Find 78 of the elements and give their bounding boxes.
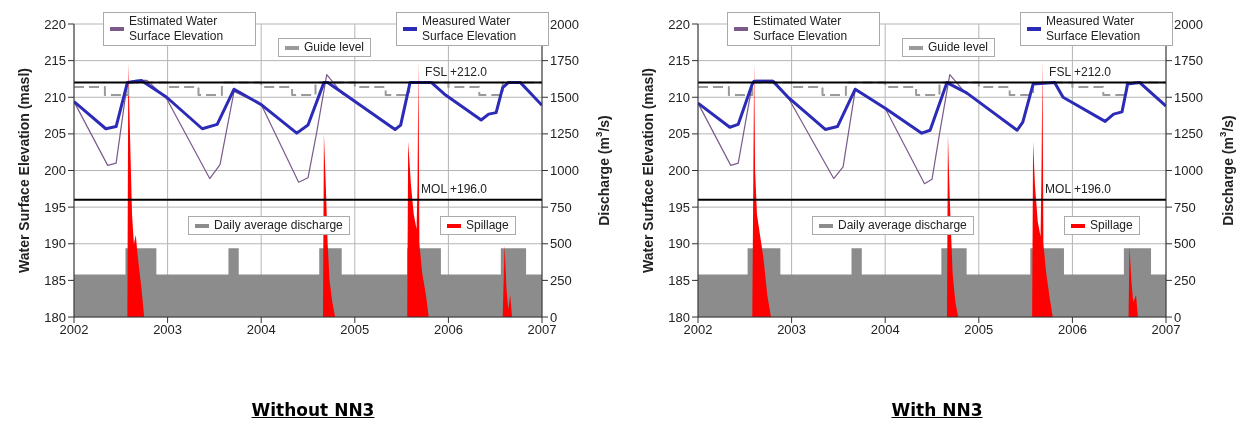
y2-tick-label: 1000 (1174, 163, 1203, 179)
y2-tick-label: 1250 (1174, 126, 1203, 142)
y2-tick-label: 1750 (550, 53, 579, 69)
x-tick-label: 2004 (246, 322, 276, 338)
line-series (74, 78, 542, 135)
ref-line-label: FSL +212.0 (425, 64, 488, 79)
line-series (698, 79, 1166, 135)
y-tick-label: 210 (668, 89, 690, 105)
y2-tick-label: 250 (550, 272, 572, 288)
callout-box: Daily average discharge (812, 216, 974, 235)
y-tick-label: 180 (668, 309, 690, 325)
callout-box: Spillage (440, 216, 516, 235)
x-tick-label: 2005 (340, 322, 370, 338)
y2-tick-label: 0 (1174, 309, 1182, 325)
x-tick-label: 2004 (870, 322, 900, 338)
y-tick-label: 185 (44, 272, 66, 288)
y-tick-label: 220 (668, 16, 690, 32)
y-tick-label: 215 (44, 53, 66, 69)
y-tick-label: 215 (668, 53, 690, 69)
legend-label: Guide level (304, 40, 365, 55)
y-tick-label: 210 (44, 89, 66, 105)
y2-tick-label: 0 (550, 309, 558, 325)
y-tick-label: 190 (668, 236, 690, 252)
y2-tick-label: 1750 (1174, 53, 1203, 69)
y-tick-label: 200 (668, 163, 690, 179)
y2-tick-label: 250 (1174, 272, 1196, 288)
text: Without NN3 (251, 400, 375, 420)
legend-label: Estimated Water Surface Elevation (753, 14, 849, 44)
y2-tick-label: 1500 (550, 89, 579, 105)
y-tick-label: 220 (44, 16, 66, 32)
y2-tick-label: 1250 (550, 126, 579, 142)
y2-tick-label: 2000 (1174, 16, 1203, 32)
callout-box: Guide level (278, 38, 372, 57)
y-tick-label: 185 (668, 272, 690, 288)
ref-line-label: FSL +212.0 (1049, 64, 1112, 79)
callout-box: Guide level (902, 38, 996, 57)
y-tick-label: 190 (44, 236, 66, 252)
y-tick-label: 195 (668, 199, 690, 215)
y2-tick-label: 500 (1174, 236, 1196, 252)
legend-label: Guide level (928, 40, 989, 55)
legend-label: Measured Water Surface Elevation (422, 14, 518, 44)
x-tick-label: 2003 (153, 322, 183, 338)
y-tick-label: 195 (44, 199, 66, 215)
legend-label: Daily average discharge (838, 218, 967, 233)
x-tick-label: 2005 (964, 322, 994, 338)
legend-label: Estimated Water Surface Elevation (129, 14, 225, 44)
legend-label: Measured Water Surface Elevation (1046, 14, 1142, 44)
x-tick-label: 2006 (1057, 322, 1087, 338)
y-tick-label: 205 (44, 126, 66, 142)
y-tick-label: 180 (44, 309, 66, 325)
y2-tick-label: 500 (550, 236, 572, 252)
y2-tick-label: 750 (1174, 199, 1196, 215)
text: With NN3 (891, 400, 983, 420)
x-tick-label: 2003 (777, 322, 807, 338)
x-tick-label: 2007 (527, 322, 557, 338)
y2-tick-label: 1500 (1174, 89, 1203, 105)
x-tick-label: 2007 (1151, 322, 1181, 338)
y-axis-title: Water Surface Elevation (masl) (640, 68, 656, 273)
legend-label: Spillage (466, 218, 509, 233)
ref-line-label: MOL +196.0 (421, 181, 488, 196)
y2-tick-label: 750 (550, 199, 572, 215)
y-axis-title: Water Surface Elevation (masl) (16, 68, 32, 273)
x-tick-label: 2002 (59, 322, 89, 338)
callout-box: Measured Water Surface Elevation (1020, 12, 1173, 46)
y-tick-label: 205 (668, 126, 690, 142)
callout-box: Spillage (1064, 216, 1140, 235)
y2-tick-label: 1000 (550, 163, 579, 179)
ref-line-label: MOL +196.0 (1045, 181, 1112, 196)
callout-box: Estimated Water Surface Elevation (103, 12, 256, 46)
y-tick-label: 200 (44, 163, 66, 179)
callout-box: Estimated Water Surface Elevation (727, 12, 880, 46)
callout-box: Daily average discharge (188, 216, 350, 235)
x-tick-label: 2006 (433, 322, 463, 338)
y2-tick-label: 2000 (550, 16, 579, 32)
legend-label: Daily average discharge (214, 218, 343, 233)
callout-box: Measured Water Surface Elevation (396, 12, 549, 46)
legend-label: Spillage (1090, 218, 1133, 233)
x-tick-label: 2002 (683, 322, 713, 338)
